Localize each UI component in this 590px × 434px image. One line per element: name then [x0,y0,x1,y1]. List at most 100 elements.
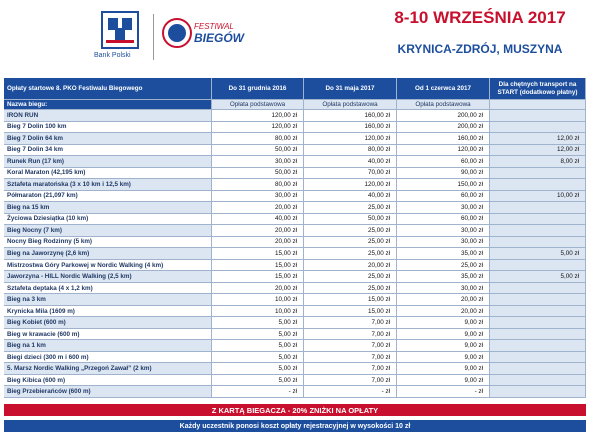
fee-cell: 7,00 zł [304,363,397,375]
fee-cell: 50,00 zł [212,144,304,157]
fee-cell: 7,00 zł [304,374,397,387]
race-name: Jaworzyna - HILL Nordic Walking (2,5 km) [4,271,212,283]
race-name: 5. Marsz Nordic Walking „Przegoń Zawał” … [4,363,212,375]
fee-cell: 9,00 zł [397,363,490,375]
transport-cell: 5,00 zł [490,248,586,260]
fee-cell: 10,00 zł [212,305,304,318]
race-name: Bieg Przebierańców (600 m) [4,386,212,398]
fee-cell: 7,00 zł [304,317,397,329]
fee-cell: 7,00 zł [304,351,397,364]
fee-cell: 160,00 zł [397,133,490,145]
race-name: Bieg Kibica (600 m) [4,374,212,387]
transport-cell [490,110,586,122]
race-name: Krynicka Mila (1609 m) [4,305,212,318]
fee-cell: 120,00 zł [397,144,490,157]
fee-cell: 160,00 zł [304,110,397,122]
transport-cell [490,328,586,341]
fee-cell: 160,00 zł [304,121,397,134]
fee-cell: 20,00 zł [212,236,304,249]
fee-cell: 80,00 zł [304,144,397,157]
fee-cell: 9,00 zł [397,328,490,341]
transport-cell [490,202,586,214]
transport-cell [490,167,586,180]
festival-top: FESTIWAL [194,22,234,31]
fee-cell: 30,00 zł [212,156,304,168]
fee-cell: - zł [212,386,304,398]
fee-cell: 50,00 zł [304,213,397,226]
transport-cell: 12,00 zł [490,133,586,145]
fee-cell: 150,00 zł [397,179,490,191]
fee-cell: 60,00 zł [397,213,490,226]
fee-cell: 25,00 zł [304,282,397,295]
transport-cell [490,294,586,306]
subheader-cell [490,100,586,110]
fee-cell: 35,00 zł [397,248,490,260]
footer-note: Każdy uczestnik ponosi koszt opłaty reje… [4,420,586,432]
fee-cell: 30,00 zł [397,202,490,214]
fee-cell: 40,00 zł [212,213,304,226]
divider [153,14,154,60]
transport-cell [490,225,586,237]
race-name: Bieg na 15 km [4,202,212,214]
transport-cell [490,340,586,352]
transport-cell [490,386,586,398]
festival-logo [162,18,192,48]
transport-cell [490,236,586,249]
fee-cell: 30,00 zł [397,236,490,249]
fee-cell: 30,00 zł [397,282,490,295]
fee-cell: 20,00 zł [397,294,490,306]
transport-cell: 5,00 zł [490,271,586,283]
fee-cell: 25,00 zł [304,225,397,237]
race-name: Bieg Nocny (7 km) [4,225,212,237]
fee-cell: 60,00 zł [397,190,490,203]
race-name: Sztafeta maratońska (3 x 10 km i 12,5 km… [4,179,212,191]
fee-cell: - zł [397,386,490,398]
race-name: IRON RUN [4,110,212,122]
fee-cell: 9,00 zł [397,317,490,329]
fee-cell: 50,00 zł [212,167,304,180]
race-name: Bieg 7 Dolin 100 km [4,121,212,134]
column-header: Do 31 grudnia 2016 [212,78,304,100]
fee-cell: 120,00 zł [304,179,397,191]
fee-cell: 5,00 zł [212,363,304,375]
transport-cell [490,317,586,329]
race-name: Bieg na 3 km [4,294,212,306]
fee-cell: 80,00 zł [212,179,304,191]
fee-cell: 70,00 zł [304,167,397,180]
fee-cell: 15,00 zł [304,294,397,306]
fee-cell: 30,00 zł [397,225,490,237]
fee-cell: 10,00 zł [212,294,304,306]
fee-cell: 15,00 zł [212,248,304,260]
transport-cell: 10,00 zł [490,190,586,203]
subheader-cell: Opłata podstawowa [304,100,397,110]
transport-cell: 12,00 zł [490,144,586,157]
fee-cell: 120,00 zł [212,121,304,134]
race-name: Bieg w krawacie (600 m) [4,328,212,341]
race-name: Półmaraton (21,097 km) [4,190,212,203]
fee-cell: 9,00 zł [397,374,490,387]
event-location: KRYNICA-ZDRÓJ, MUSZYNA [397,42,563,56]
fee-cell: 120,00 zł [304,133,397,145]
subheader-cell: Nazwa biegu: [4,100,212,110]
fee-cell: 40,00 zł [304,156,397,168]
column-header: Od 1 czerwca 2017 [397,78,490,100]
fee-cell: 15,00 zł [212,271,304,283]
race-name: Runek Run (17 km) [4,156,212,168]
fee-cell: 7,00 zł [304,340,397,352]
subheader-cell: Opłata podstawowa [212,100,304,110]
race-name: Bieg Kobiet (600 m) [4,317,212,329]
race-name: Biegi dzieci (300 m i 600 m) [4,351,212,364]
race-name: Sztafeta deptaka (4 x 1,2 km) [4,282,212,295]
fee-cell: 20,00 zł [397,305,490,318]
race-name: Bieg na Jaworzynę (2,6 km) [4,248,212,260]
transport-cell [490,282,586,295]
fee-cell: 25,00 zł [397,259,490,272]
column-header: Opłaty startowe 8. PKO Festiwalu Biegowe… [4,78,212,100]
race-name: Mistrzostwa Góry Parkowej w Nordic Walki… [4,259,212,272]
transport-cell: 8,00 zł [490,156,586,168]
fee-cell: 5,00 zł [212,328,304,341]
fee-cell: 40,00 zł [304,190,397,203]
fee-cell: 25,00 zł [304,236,397,249]
race-name: Życiowa Dziesiątka (10 km) [4,213,212,226]
